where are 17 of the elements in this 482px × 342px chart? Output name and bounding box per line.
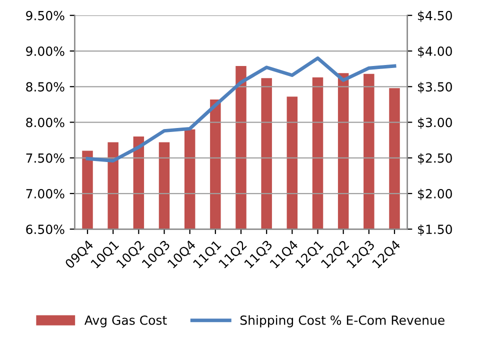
- y-tick-label: 9.50%: [26, 10, 64, 20]
- y2-tick-label: $4.00: [418, 46, 452, 58]
- y-tick-label: 8.00%: [26, 118, 64, 128]
- y2-tick-label: $3.00: [418, 118, 452, 129]
- y-tick-label: 7.00%: [26, 188, 64, 198]
- y2-tick-label: $2.00: [418, 188, 452, 200]
- y-tick-label: 8.50%: [26, 82, 64, 92]
- legend-label: Avg Gas Cost: [84, 315, 167, 328]
- y2-tick-label: $4.50: [418, 10, 452, 22]
- y-tick-label: 6.50%: [26, 224, 64, 234]
- y-tick-label: 7.50%: [26, 153, 64, 163]
- line-series: [86, 56, 396, 162]
- legend-label: Shipping Cost % E-Com Revenue: [240, 315, 444, 328]
- y2-tick-label: $1.50: [418, 224, 452, 236]
- y2-tick-label: $2.50: [418, 153, 452, 164]
- y2-tick-label: $3.50: [418, 82, 452, 94]
- y-tick-label: 9.00%: [26, 46, 64, 56]
